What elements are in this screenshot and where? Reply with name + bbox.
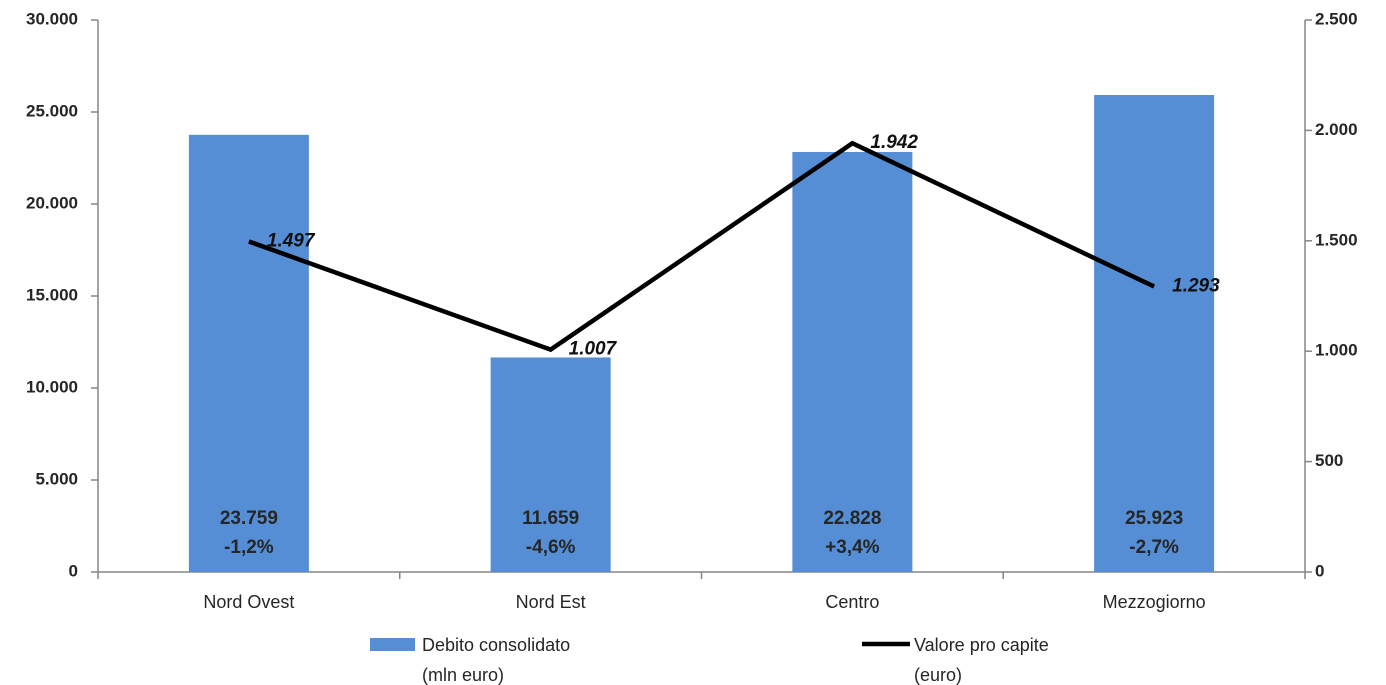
legend-label: Valore pro capite (euro) [914,635,1049,685]
line [248,140,1156,353]
y-tick-label: 20.000 [26,193,78,212]
y-tick-label: 15.000 [26,285,78,304]
bar-value-label: 25.923 [1125,508,1183,529]
legend-label: Debito consolidato (mln euro) [422,635,571,685]
x-tick-label: Nord Ovest [203,592,294,612]
x-tick-label: Centro [825,592,879,612]
x-tick-label: Mezzogiorno [1103,592,1206,612]
bar-value-label: 22.828 [823,508,881,529]
y2-tick-label: 1.000 [1315,341,1358,360]
y-tick-label: 5.000 [35,469,78,488]
line-value-label: 1.293 [1172,276,1220,297]
bar-change-label: -2,7% [1129,537,1179,558]
bar-value-label: 11.659 [522,508,579,529]
y2-tick-label: 1.500 [1315,230,1358,249]
line-value-label: 1.007 [569,339,618,360]
bar [490,357,611,572]
line-value-label: 1.497 [267,230,316,251]
bar [792,151,913,573]
bar [1094,95,1215,573]
bar-value-label: 23.759 [220,508,278,529]
y-tick-label: 0 [69,561,78,580]
line-value-label: 1.942 [870,132,918,153]
y2-tick-label: 0 [1315,561,1324,580]
x-tick-label: Nord Est [516,592,586,612]
bar-change-label: +3,4% [825,537,880,558]
y-tick-label: 10.000 [26,377,78,396]
y2-tick-label: 500 [1315,451,1343,470]
legend-swatch [370,638,415,651]
y2-tick-label: 2.500 [1315,9,1358,28]
y2-tick-label: 2.000 [1315,120,1358,139]
y-tick-label: 30.000 [26,9,78,28]
bar-change-label: -1,2% [224,537,274,558]
y-tick-label: 25.000 [26,101,78,120]
bar-change-label: -4,6% [526,537,576,558]
bar [188,134,309,572]
